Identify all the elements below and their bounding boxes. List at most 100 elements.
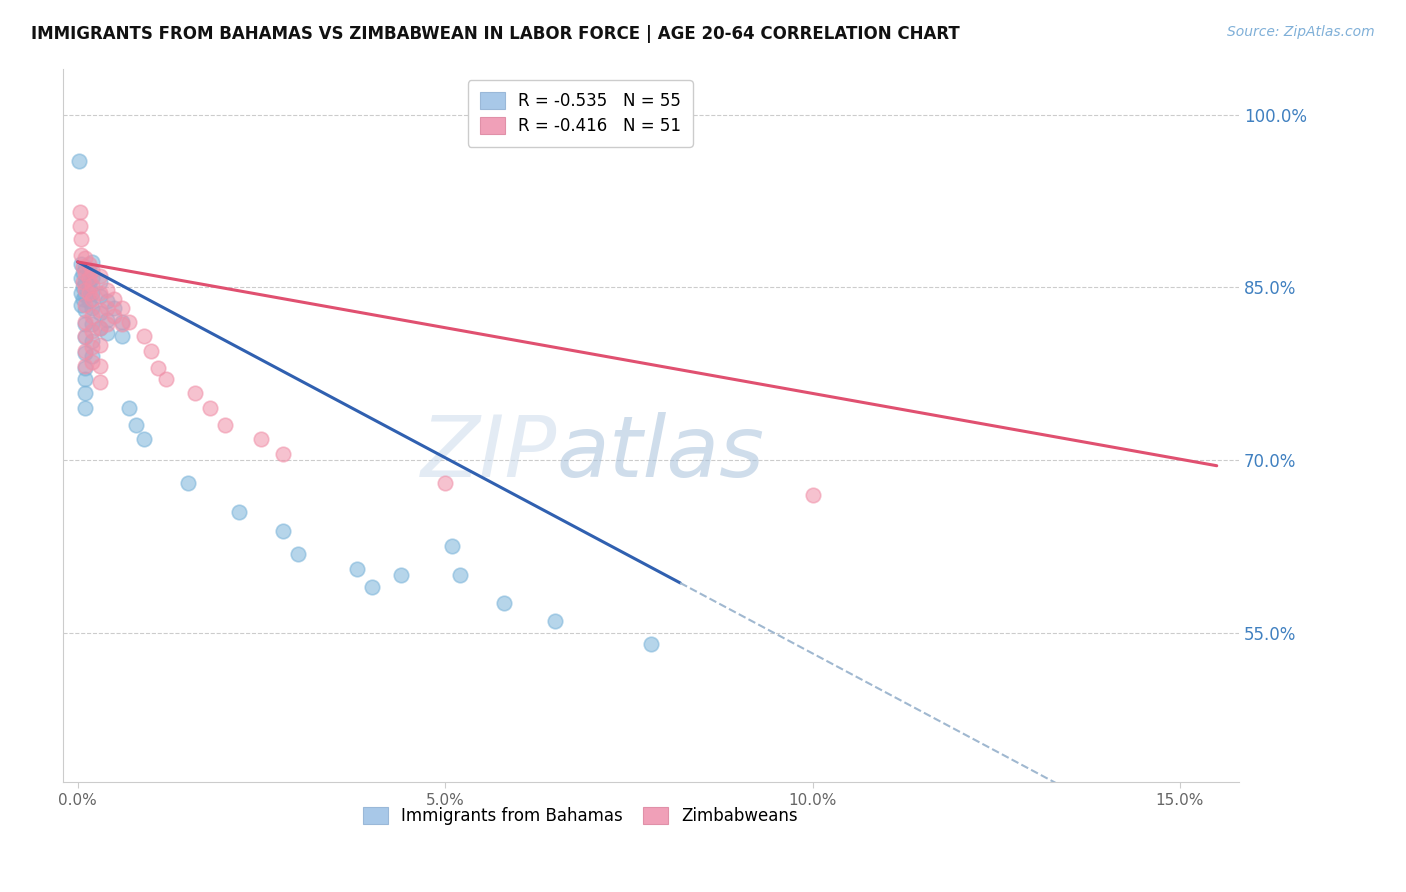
Point <box>73 283 96 297</box>
Point <box>111 301 134 315</box>
Point <box>82 324 104 338</box>
Point <box>70 248 93 262</box>
Point <box>148 360 170 375</box>
Point <box>96 312 118 326</box>
Point <box>82 271 104 285</box>
Point <box>125 418 148 433</box>
Point <box>73 401 96 416</box>
Point <box>103 292 125 306</box>
Point <box>82 277 104 292</box>
Point <box>89 375 111 389</box>
Point <box>70 286 93 301</box>
Point <box>96 326 118 341</box>
Point <box>273 524 295 539</box>
Point <box>70 271 93 285</box>
Point <box>89 268 111 283</box>
Point <box>103 309 125 323</box>
Point <box>118 401 141 416</box>
Point <box>250 432 273 446</box>
Point <box>70 232 93 246</box>
Point <box>89 359 111 373</box>
Point <box>96 317 118 331</box>
Point <box>70 297 93 311</box>
Text: IMMIGRANTS FROM BAHAMAS VS ZIMBABWEAN IN LABOR FORCE | AGE 20-64 CORRELATION CHA: IMMIGRANTS FROM BAHAMAS VS ZIMBABWEAN IN… <box>31 25 960 43</box>
Point <box>73 275 96 289</box>
Point <box>77 286 100 301</box>
Point <box>82 255 104 269</box>
Point <box>73 346 96 360</box>
Point <box>82 317 104 331</box>
Point <box>89 338 111 352</box>
Point <box>544 614 567 628</box>
Point <box>73 297 96 311</box>
Point <box>346 562 368 576</box>
Point <box>89 305 111 319</box>
Point <box>82 350 104 364</box>
Point <box>82 286 104 301</box>
Point <box>82 334 104 349</box>
Point <box>111 317 134 331</box>
Point <box>72 292 94 306</box>
Point <box>73 359 96 373</box>
Point <box>132 328 155 343</box>
Point <box>82 263 104 277</box>
Point <box>73 315 96 329</box>
Point <box>82 292 104 306</box>
Point <box>73 267 96 281</box>
Point <box>177 475 200 490</box>
Point <box>441 539 464 553</box>
Point <box>103 301 125 315</box>
Point <box>132 432 155 446</box>
Point <box>801 487 824 501</box>
Point <box>77 257 100 271</box>
Point <box>73 328 96 343</box>
Point <box>111 328 134 343</box>
Point <box>184 386 207 401</box>
Point <box>449 568 471 582</box>
Point <box>214 418 236 433</box>
Point <box>89 320 111 334</box>
Point <box>89 289 111 303</box>
Point <box>73 303 96 318</box>
Point <box>73 252 96 266</box>
Point <box>89 275 111 289</box>
Point <box>360 580 382 594</box>
Point <box>492 596 515 610</box>
Point <box>72 267 94 281</box>
Point <box>73 317 96 331</box>
Text: Source: ZipAtlas.com: Source: ZipAtlas.com <box>1227 25 1375 39</box>
Point <box>82 355 104 369</box>
Point <box>70 257 93 271</box>
Point <box>69 219 91 234</box>
Point <box>434 475 457 490</box>
Point <box>139 343 162 358</box>
Point <box>89 286 111 301</box>
Point <box>69 205 91 219</box>
Point <box>82 340 104 354</box>
Point <box>67 153 90 168</box>
Point <box>96 283 118 297</box>
Point <box>287 548 309 562</box>
Point <box>198 401 221 416</box>
Point <box>77 263 100 277</box>
Point <box>640 637 662 651</box>
Point <box>96 294 118 309</box>
Point <box>89 320 111 334</box>
Point <box>89 303 111 318</box>
Point <box>77 294 100 309</box>
Point <box>82 301 104 315</box>
Point <box>73 288 96 302</box>
Point <box>82 309 104 323</box>
Point <box>96 301 118 315</box>
Point <box>155 372 177 386</box>
Point <box>72 280 94 294</box>
Point <box>228 505 250 519</box>
Text: atlas: atlas <box>557 412 765 495</box>
Point <box>72 260 94 274</box>
Point <box>389 568 412 582</box>
Text: ZIP: ZIP <box>420 412 557 495</box>
Legend: Immigrants from Bahamas, Zimbabweans: Immigrants from Bahamas, Zimbabweans <box>353 797 808 835</box>
Point <box>77 277 100 292</box>
Point <box>73 330 96 344</box>
Point <box>73 372 96 386</box>
